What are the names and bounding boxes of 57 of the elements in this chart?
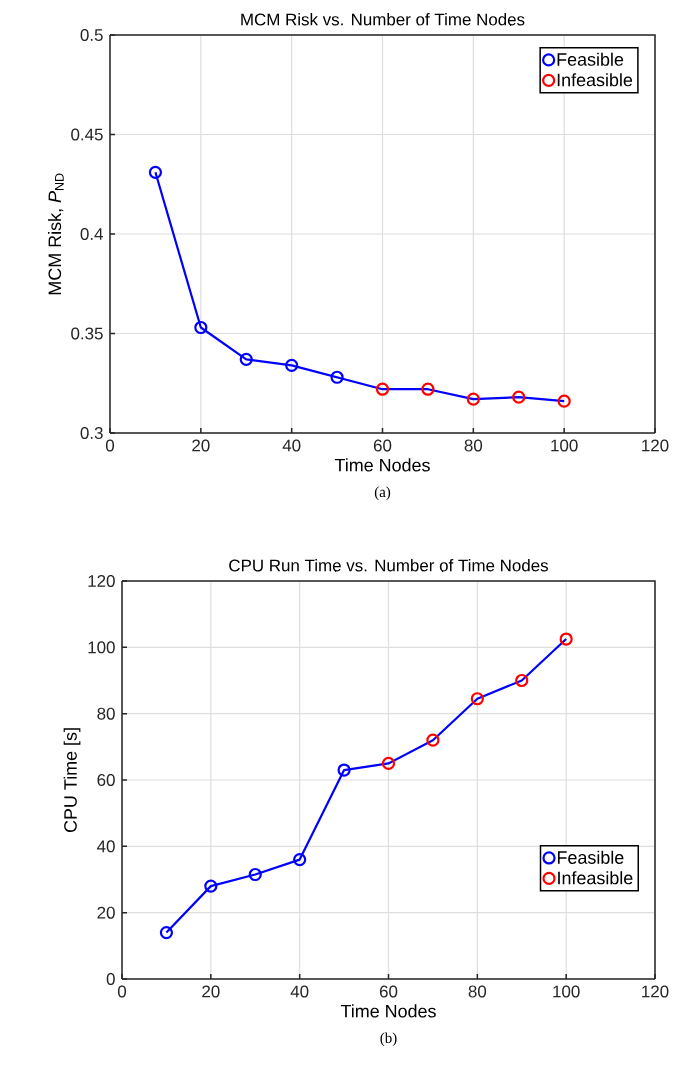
x-tick-label: 100 xyxy=(551,439,578,452)
chart-title: CPU Run Time vs. Number of Time Nodes xyxy=(229,559,548,572)
x-tick-label: 40 xyxy=(290,985,309,998)
y-tick-label: 100 xyxy=(88,641,115,654)
point xyxy=(515,673,529,688)
point xyxy=(239,352,253,366)
y-tick-label: 0.4 xyxy=(80,227,103,240)
point xyxy=(248,867,262,882)
y-tick-label: 40 xyxy=(97,840,115,853)
point xyxy=(421,382,435,396)
x-tick-label: 80 xyxy=(464,439,483,452)
text: (b) xyxy=(380,1032,397,1047)
x-axis-title: Time Nodes xyxy=(340,1004,436,1018)
point xyxy=(159,925,174,940)
x-tick-label: 120 xyxy=(642,985,669,998)
x-tick-label: 80 xyxy=(468,985,487,998)
point xyxy=(470,692,484,706)
y-tick-label: 80 xyxy=(97,707,115,720)
point xyxy=(337,763,351,777)
x-tick-label: 60 xyxy=(379,985,398,998)
legend-label: Feasible xyxy=(557,52,624,66)
y-tick-label: 20 xyxy=(97,906,115,919)
y-tick-label: 0 xyxy=(106,972,115,985)
x-tick-label: 60 xyxy=(373,439,392,452)
y-tick-label: 0.35 xyxy=(71,327,103,340)
y-tick-label: 120 xyxy=(88,574,115,587)
point xyxy=(559,632,573,646)
legend-label: Infeasible xyxy=(558,871,633,885)
point xyxy=(557,394,571,408)
point xyxy=(148,165,163,179)
point xyxy=(204,879,218,893)
x-tick-label: 120 xyxy=(642,439,669,452)
x-tick-label: 20 xyxy=(202,985,220,998)
legend-label: Infeasible xyxy=(557,73,633,87)
point xyxy=(466,392,480,406)
y-axis-title: MCM Risk, P$_{ND}$ xyxy=(47,173,64,295)
y-tick-label: 0.45 xyxy=(71,128,103,141)
point xyxy=(426,733,440,747)
point xyxy=(330,370,344,384)
point xyxy=(375,382,390,396)
y-tick-label: 0.5 xyxy=(80,28,103,41)
point xyxy=(381,756,396,771)
x-axis-title: Time Nodes xyxy=(334,458,430,472)
x-tick-label: 100 xyxy=(553,985,580,998)
point xyxy=(293,852,307,867)
y-tick-label: 60 xyxy=(97,773,115,786)
x-tick-label: 40 xyxy=(282,439,301,452)
y-tick-label: 0.3 xyxy=(80,426,103,439)
x-tick-label: 20 xyxy=(192,439,210,452)
point xyxy=(285,358,299,372)
text: (a) xyxy=(374,486,391,501)
chart-title: MCM Risk vs. Number of Time Nodes xyxy=(241,13,525,26)
point xyxy=(512,390,526,404)
y-axis-title: CPU Time [s] xyxy=(63,728,81,833)
x-tick-label: 0 xyxy=(117,985,127,998)
legend-label: Feasible xyxy=(557,850,624,864)
point xyxy=(194,320,208,335)
